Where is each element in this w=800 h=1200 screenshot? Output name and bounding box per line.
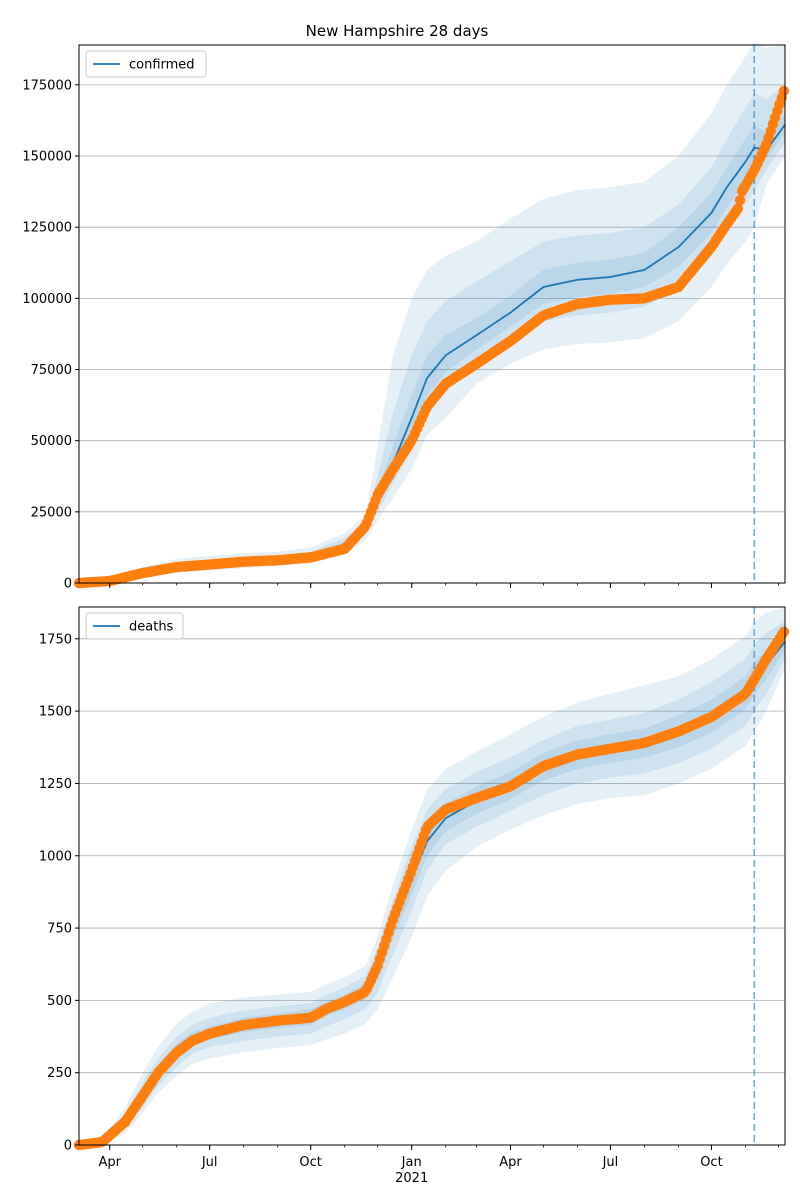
observed-point <box>734 194 746 206</box>
y-tick-label: 500 <box>47 994 72 1009</box>
chart-title: New Hampshire 28 days <box>306 22 489 40</box>
y-tick-label: 150000 <box>22 150 72 165</box>
y-tick-label: 1250 <box>39 777 72 792</box>
uncertainty-band-outer <box>79 607 785 1145</box>
observed-point <box>778 626 790 637</box>
confirmed-uncertainty-bands <box>79 42 785 584</box>
deaths-observed-points <box>73 626 790 1151</box>
x-tick-year-label: 2021 <box>395 1171 428 1186</box>
y-tick-label: 175000 <box>22 78 72 93</box>
y-tick-label: 750 <box>47 922 72 937</box>
deaths-axes: 0 250 500 750 1000 1250 1500 1750 Apr Jul Oct Jan20… <box>39 606 786 1186</box>
observed-point <box>778 85 790 97</box>
confirmed-panel: 0 25000 50000 75000 100000 125000 150000 175000… <box>22 42 790 592</box>
legend-box <box>85 50 207 78</box>
axes-frame <box>78 44 786 584</box>
x-tick-label: Apr <box>98 1155 121 1170</box>
confirmed-axes: 0 25000 50000 75000 100000 125000 150000 175000 <box>22 44 786 592</box>
x-tick-label: Oct <box>700 1155 722 1170</box>
deaths-panel: 0 250 500 750 1000 1250 1500 1750 Apr Jul Oct Jan20… <box>39 606 790 1186</box>
confirmed-gridlines <box>79 84 785 513</box>
legend-box <box>85 612 184 640</box>
x-tick-label: Jul <box>602 1155 619 1170</box>
y-tick-label: 25000 <box>31 505 72 520</box>
x-tick-label: Jul <box>201 1155 218 1170</box>
legend-label-confirmed: confirmed <box>129 58 195 73</box>
uncertainty-band-middle <box>79 84 785 584</box>
y-tick-label: 100000 <box>22 292 72 307</box>
x-tick-label: Oct <box>299 1155 321 1170</box>
observed-point <box>732 203 743 214</box>
deaths-legend: deaths <box>85 612 184 640</box>
axes-frame <box>78 606 786 1146</box>
uncertainty-band-inner <box>79 633 785 1145</box>
legend-label-deaths: deaths <box>129 620 174 635</box>
x-tick-label: Jan <box>401 1155 422 1170</box>
y-tick-label: 1750 <box>39 632 72 647</box>
y-tick-label: 1000 <box>39 849 72 864</box>
y-tick-label: 125000 <box>22 221 72 236</box>
confirmed-legend: confirmed <box>85 50 207 78</box>
confirmed-observed-points <box>73 85 790 589</box>
uncertainty-band-outer <box>79 42 785 583</box>
y-tick-label: 0 <box>64 577 72 592</box>
deaths-gridlines <box>79 638 785 1074</box>
y-tick-label: 50000 <box>31 434 72 449</box>
y-tick-label: 1500 <box>39 705 72 720</box>
y-tick-label: 250 <box>47 1066 72 1081</box>
y-tick-label: 75000 <box>31 363 72 378</box>
y-tick-label: 0 <box>64 1139 72 1154</box>
x-tick-label: Apr <box>499 1155 522 1170</box>
